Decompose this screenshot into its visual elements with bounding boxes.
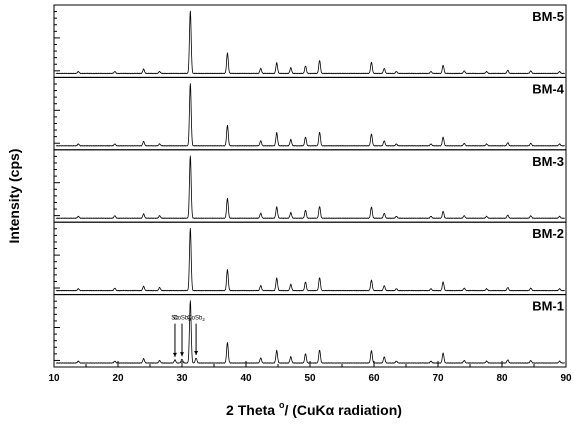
- panel-frame: [53, 149, 567, 223]
- x-tick-label: 60: [368, 373, 380, 384]
- panel-bm-4: BM-4: [53, 76, 567, 151]
- annotation-label: CoSb3: [173, 316, 191, 323]
- x-tick-label: 80: [496, 373, 508, 384]
- x-tick-label: 70: [432, 373, 444, 384]
- x-tick-label: 10: [48, 373, 60, 384]
- xrd-trace-bm-5: [55, 10, 566, 75]
- annotation-label: Sb: [171, 316, 179, 322]
- panel-label-bm-2: BM-2: [532, 226, 564, 241]
- x-tick-label: 30: [176, 373, 188, 384]
- annotation-arrow-head: [180, 352, 184, 357]
- x-tick-label: 90: [560, 373, 572, 384]
- panels-group: BM-5 BM-4 BM-3 BM-2 BM-1: [53, 4, 567, 368]
- panel-frame: [53, 294, 567, 368]
- x-tick-label: 40: [240, 373, 252, 384]
- y-axis-title: Intensity (cps): [6, 149, 22, 244]
- panel-label-bm-5: BM-5: [532, 9, 564, 24]
- x-tick-label: 50: [304, 373, 316, 384]
- annotation-sb: Sb: [171, 316, 179, 357]
- x-axis: 10 20 30 40 50 60 70 80 90: [48, 361, 572, 384]
- annotation-label: CoSb2: [187, 316, 205, 323]
- panel-y-ticks: [54, 11, 60, 72]
- panel-label-bm-4: BM-4: [532, 81, 565, 96]
- annotation-cosb3: CoSb3: [173, 316, 191, 357]
- xrd-trace-bm-3: [55, 155, 566, 219]
- x-axis-title-prefix: 2 Theta: [226, 402, 279, 418]
- xrd-trace-bm-4: [55, 83, 566, 147]
- xrd-trace-bm-1: [55, 300, 566, 364]
- x-axis-title-suffix: / (CuKα radiation): [284, 402, 402, 418]
- panel-y-ticks: [54, 83, 60, 144]
- panel-y-ticks: [54, 155, 60, 217]
- panel-frame: [53, 221, 567, 296]
- x-axis-title: 2 Theta o/ (CuKα radiation): [226, 400, 402, 418]
- panel-bm-2: BM-2: [53, 221, 567, 296]
- panel-label-bm-1: BM-1: [532, 299, 564, 314]
- xrd-trace-bm-2: [55, 227, 566, 292]
- panel-bm-1: BM-1: [53, 294, 567, 368]
- panel-bm-3: BM-3: [53, 149, 567, 223]
- panel-label-bm-3: BM-3: [532, 154, 564, 169]
- panel-y-ticks: [54, 228, 60, 289]
- panel-y-ticks: [54, 300, 60, 361]
- x-tick-label: 20: [112, 373, 124, 384]
- annotation-arrow-head: [194, 351, 199, 356]
- x-axis-title-degree: o: [279, 400, 285, 410]
- panel-bm-5: BM-5: [53, 4, 567, 78]
- panel-frame: [53, 4, 567, 78]
- panel-frame: [53, 76, 567, 151]
- annotation-cosb2: CoSb2: [187, 316, 205, 356]
- annotation-arrow-head: [172, 352, 177, 357]
